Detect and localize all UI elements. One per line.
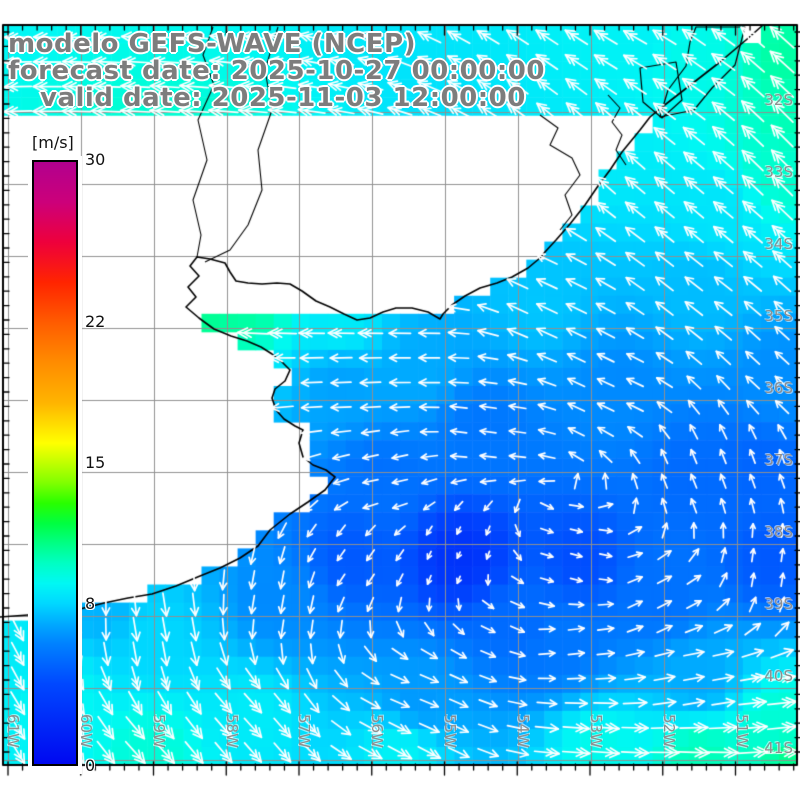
forecast-date-text: forecast date: 2025-10-27 00:00:00	[8, 56, 545, 86]
lat-label-32S: 32S	[764, 91, 793, 109]
lon-label-61W: 61W	[4, 714, 22, 748]
lon-label-55W: 55W	[441, 714, 459, 748]
lat-label-38S: 38S	[764, 523, 793, 541]
lon-label-57W: 57W	[295, 714, 313, 748]
lat-label-36S: 36S	[764, 379, 793, 397]
lon-label-52W: 52W	[660, 714, 678, 748]
lon-label-59W: 59W	[150, 714, 168, 748]
colorbar-tick-label: 0	[85, 756, 96, 775]
lon-label-51W: 51W	[733, 714, 751, 748]
lon-label-53W: 53W	[587, 714, 605, 748]
colorbar	[28, 156, 82, 774]
colorbar-tick-label: 30	[85, 150, 106, 169]
lat-label-34S: 34S	[764, 235, 793, 253]
lon-label-54W: 54W	[514, 714, 532, 748]
lat-label-40S: 40S	[764, 667, 793, 685]
colorbar-tick-label: 15	[85, 453, 106, 472]
colorbar-tick-label: 8	[85, 594, 96, 614]
lat-label-39S: 39S	[764, 595, 793, 613]
lat-label-35S: 35S	[764, 307, 793, 325]
lon-label-60W: 60W	[77, 714, 95, 748]
lat-label-41S: 41S	[764, 739, 793, 757]
lon-label-58W: 58W	[223, 714, 241, 748]
valid-date-text: valid date: 2025-11-03 12:00:00	[40, 83, 526, 113]
lat-label-37S: 37S	[764, 451, 793, 469]
model-title: modelo GEFS-WAVE (NCEP)	[8, 29, 416, 59]
colorbar-unit-label: [m/s]	[31, 133, 75, 152]
colorbar-gradient	[32, 160, 78, 766]
colorbar-tick-label: 22	[85, 311, 106, 331]
lat-label-33S: 33S	[764, 163, 793, 181]
lon-label-56W: 56W	[368, 714, 386, 748]
